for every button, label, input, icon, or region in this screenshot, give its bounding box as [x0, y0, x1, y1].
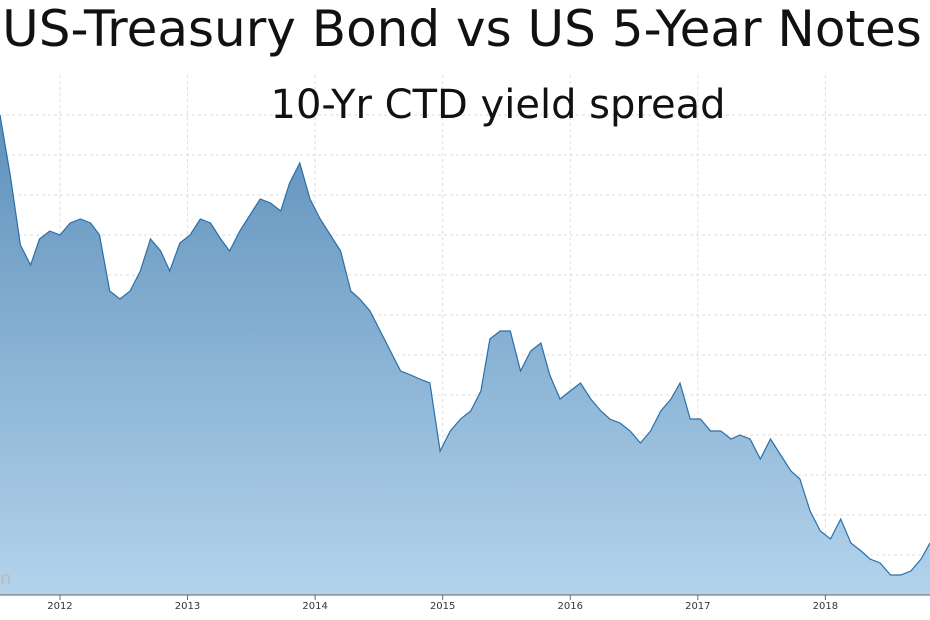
chart-subtitle: 10-Yr CTD yield spread [271, 82, 726, 128]
x-tick-label: 2017 [685, 601, 710, 612]
x-tick-label: 2014 [302, 601, 327, 612]
x-tick-label: 2013 [175, 601, 200, 612]
x-tick-label: 2015 [430, 601, 455, 612]
area-line [0, 114, 930, 576]
watermark: n [0, 568, 11, 589]
x-tick-label: 2018 [813, 601, 838, 612]
area-fill [0, 115, 930, 595]
chart-title: US-Treasury Bond vs US 5-Year Notes [2, 0, 922, 58]
x-tick-label: 2012 [47, 601, 72, 612]
x-tick-label: 2016 [558, 601, 583, 612]
